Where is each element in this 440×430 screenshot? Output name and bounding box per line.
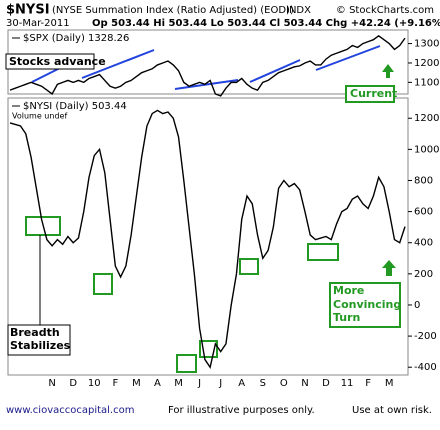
annotation: Current	[350, 87, 397, 100]
quote: Op 503.44 Hi 503.44 Lo 503.44 Cl 503.44 …	[92, 18, 440, 29]
x-tick-label: M	[132, 378, 141, 389]
annotation: Breadth Stabilizes	[10, 326, 70, 352]
x-tick-label: A	[238, 378, 245, 389]
highlight-boxes	[25, 216, 339, 373]
y-tick-label: 600	[414, 207, 433, 218]
source: © StockCharts.com	[336, 5, 434, 16]
arrow	[382, 260, 396, 276]
annotation: Stocks advance	[9, 55, 106, 68]
x-tick-label: J	[218, 378, 222, 389]
exchange: INDX	[286, 5, 311, 16]
x-tick-label: F	[365, 378, 371, 389]
y-tick-label: 800	[414, 175, 433, 186]
x-tick-label: S	[260, 378, 266, 389]
trend-lines	[31, 45, 381, 90]
annotation-box	[5, 53, 95, 70]
y-tick-label: 1000	[414, 144, 439, 155]
bottom-panel	[7, 97, 409, 376]
annotation-box	[7, 324, 71, 356]
x-tick-label: A	[154, 378, 161, 389]
y-tick-label: -400	[414, 362, 437, 373]
x-tick-label: J	[197, 378, 201, 389]
data-line	[9, 34, 406, 97]
legend-label: $NYSI (Daily) 503.44	[23, 101, 127, 112]
annotation-box	[345, 85, 395, 103]
x-tick-label: N	[48, 378, 55, 389]
x-tick-label: O	[280, 378, 288, 389]
y-tick-label: 200	[414, 269, 433, 280]
y-tick-label: 1200	[414, 58, 439, 69]
date: 30-Mar-2011	[6, 18, 70, 29]
y-tick-label: -200	[414, 331, 437, 342]
x-tick-label: D	[69, 378, 77, 389]
annotation: More Convincing Turn	[333, 284, 399, 324]
y-tick-label: 1100	[414, 77, 439, 88]
symbol: $NYSI	[6, 3, 50, 18]
data-line	[9, 109, 406, 369]
annotation-box	[329, 282, 401, 328]
annotation-text: More Convincing Turn	[333, 284, 399, 324]
x-tick-label: N	[301, 378, 308, 389]
x-tick-label: F	[112, 378, 118, 389]
y-tick-label: 1200	[414, 113, 439, 124]
volume-note: Volume undef	[12, 112, 67, 121]
footer-note: For illustrative purposes only.	[168, 405, 315, 416]
footer-risk: Use at own risk.	[352, 405, 432, 416]
x-tick-label: D	[322, 378, 330, 389]
x-tick-label: M	[174, 378, 183, 389]
annotation-text: Breadth Stabilizes	[10, 326, 70, 352]
legend-label: $SPX (Daily) 1328.26	[23, 33, 129, 44]
x-tick-label: 11	[341, 378, 354, 389]
arrow	[382, 64, 394, 78]
x-tick-label: 10	[88, 378, 101, 389]
x-tick-label: M	[385, 378, 394, 389]
description: (NYSE Summation Index (Ratio Adjusted) (…	[52, 5, 294, 16]
footer-site: www.ciovaccocapital.com	[6, 405, 134, 416]
y-tick-label: 0	[414, 300, 420, 311]
y-tick-label: 1300	[414, 39, 439, 50]
y-tick-label: 400	[414, 238, 433, 249]
